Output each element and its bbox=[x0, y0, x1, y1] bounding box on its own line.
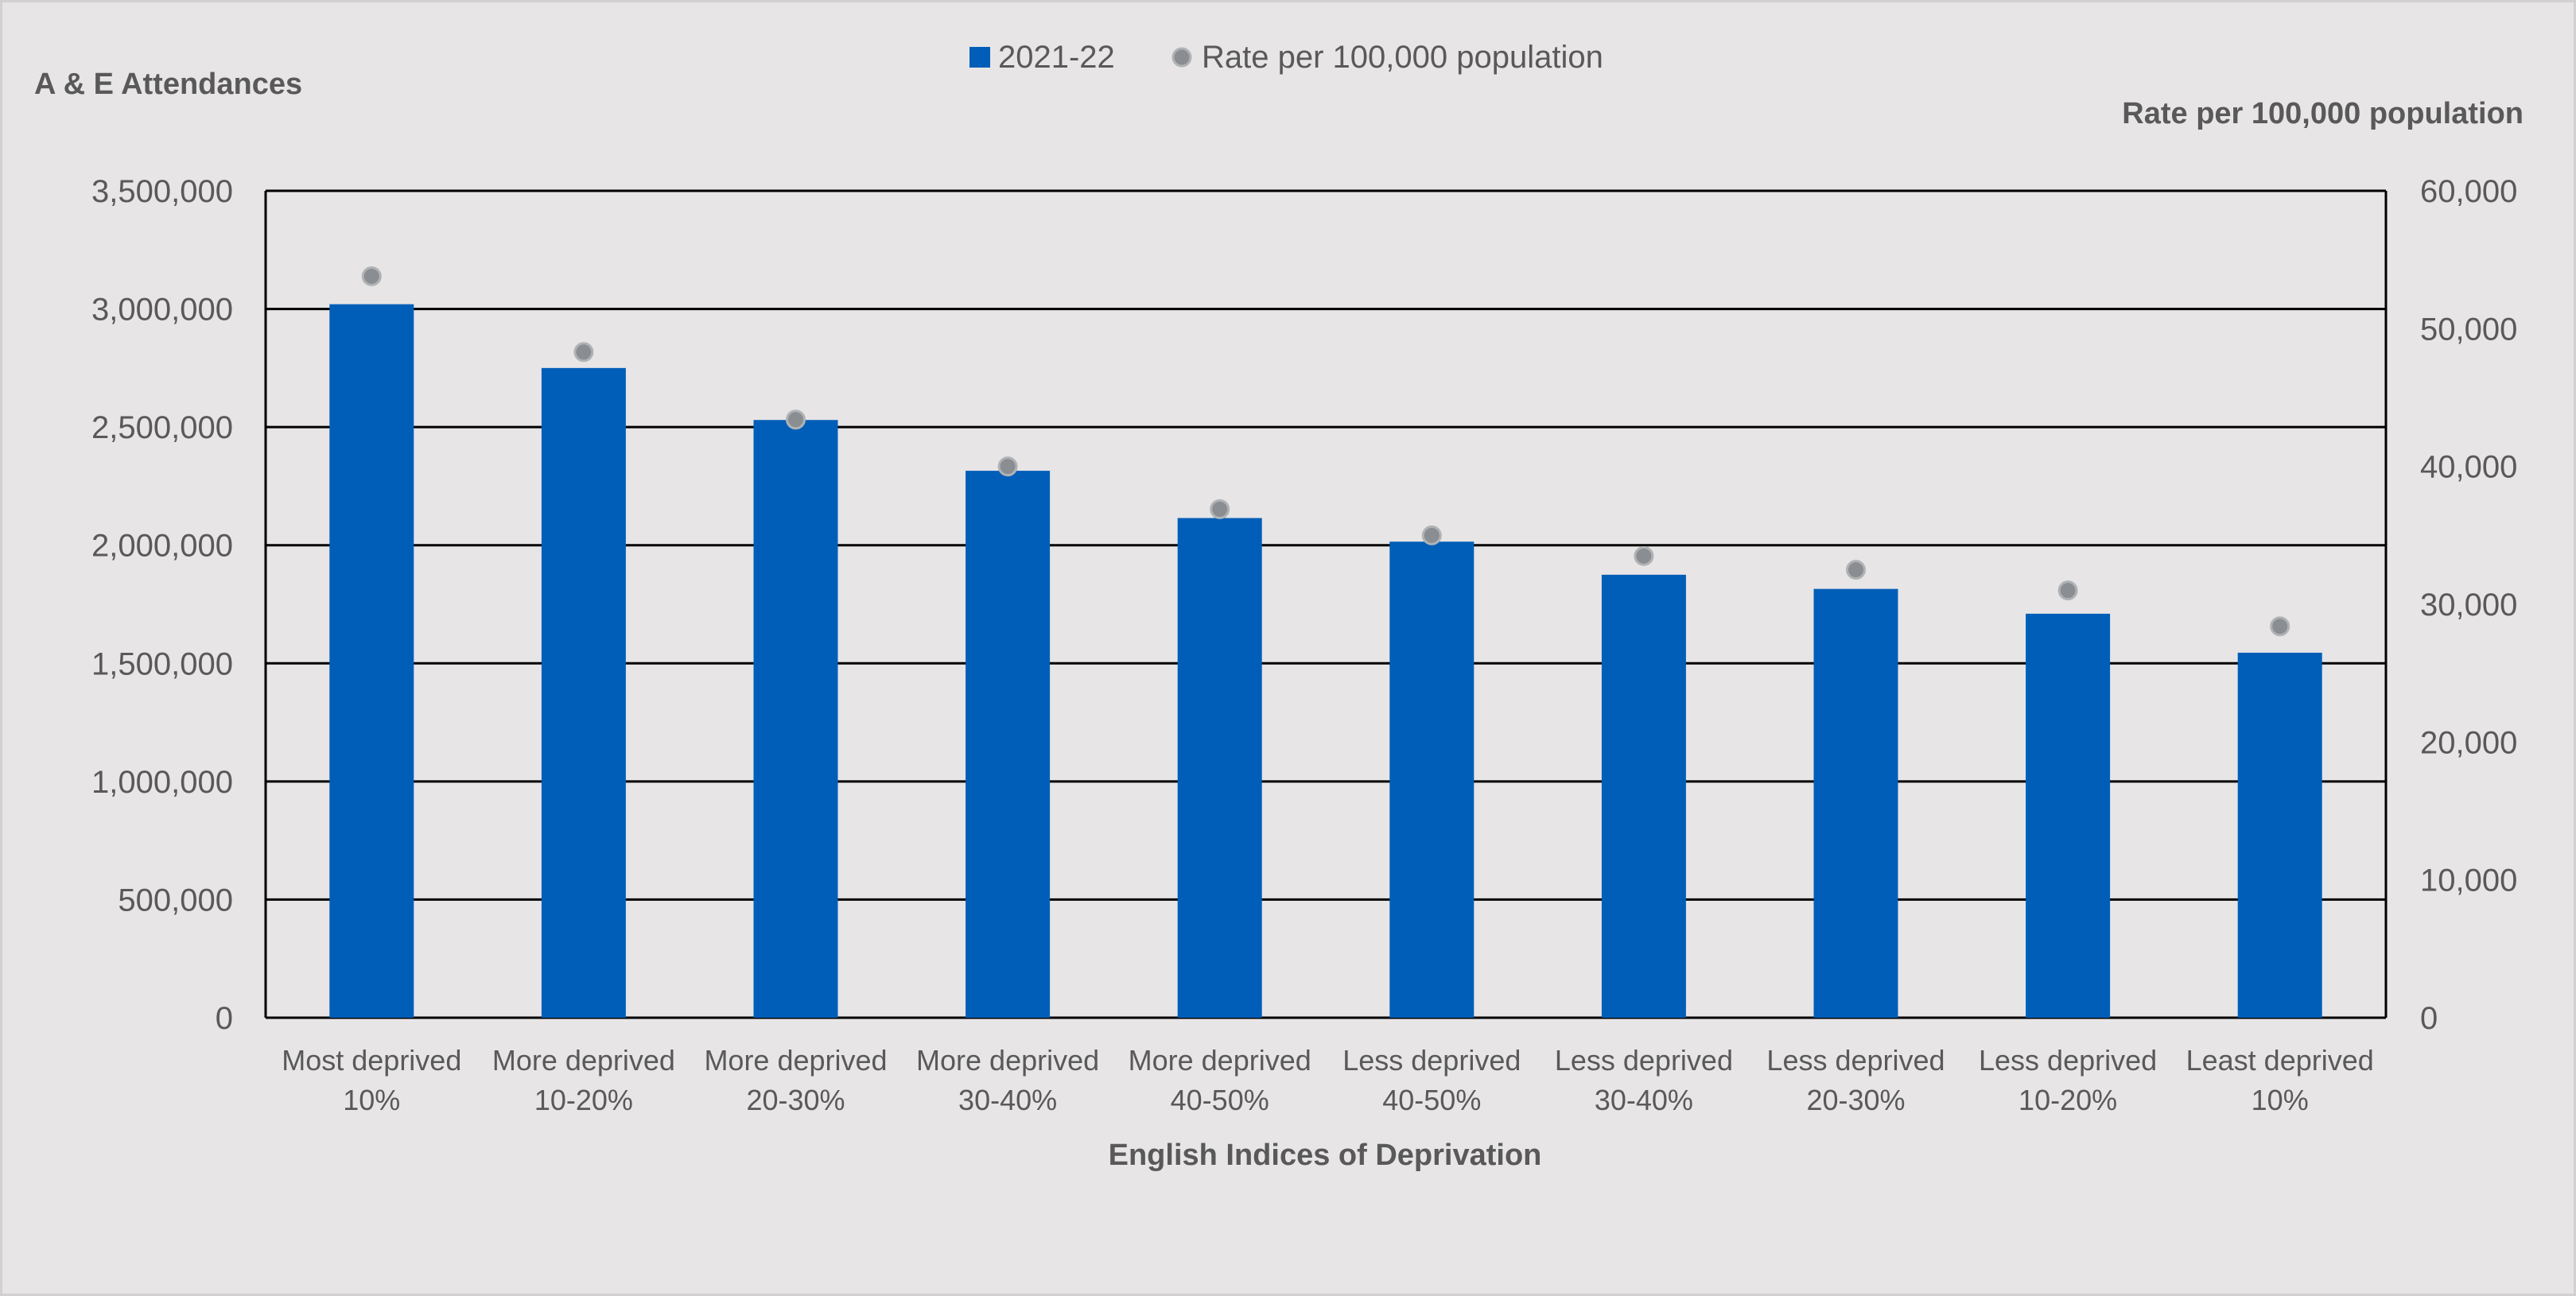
legend-dot-swatch bbox=[1171, 47, 1192, 68]
x-tick-label: 40-50% bbox=[1382, 1084, 1481, 1116]
x-tick-label: 30-40% bbox=[1595, 1084, 1693, 1116]
y2-tick-label: 0 bbox=[2420, 1001, 2438, 1036]
plot-area bbox=[264, 191, 2388, 1018]
rate-point bbox=[1210, 499, 1230, 519]
x-tick-label: Least deprived bbox=[2186, 1044, 2374, 1077]
x-tick-label: 30-40% bbox=[958, 1084, 1057, 1116]
y-tick-label: 1,500,000 bbox=[91, 646, 233, 681]
legend-label-bar: 2021-22 bbox=[998, 40, 1115, 75]
x-tick-label: More deprived bbox=[704, 1044, 887, 1077]
x-axis-ticks: Most deprived 10% More deprived 10-20% More … bbox=[282, 1044, 2374, 1116]
x-tick-label: Less deprived bbox=[1766, 1044, 1945, 1077]
rate-series bbox=[361, 266, 2290, 637]
y2-tick-label: 10,000 bbox=[2420, 863, 2517, 898]
x-axis-title: English Indices of Deprivation bbox=[1109, 1139, 1542, 1172]
x-tick-label: 10-20% bbox=[2018, 1084, 2117, 1116]
x-tick-label: More deprived bbox=[1129, 1044, 1311, 1077]
y2-tick-label: 20,000 bbox=[2420, 725, 2517, 760]
y-axis-ticks: 3,500,000 3,000,000 2,500,000 2,000,000 1,50… bbox=[91, 174, 233, 1036]
rate-point bbox=[1634, 545, 1654, 566]
x-tick-label: Less deprived bbox=[1342, 1044, 1521, 1077]
x-tick-label: Most deprived bbox=[282, 1044, 461, 1077]
y2-axis-title: Rate per 100,000 population bbox=[2122, 97, 2524, 130]
y-axis-title: A & E Attendances bbox=[34, 68, 302, 101]
x-tick-label: Less deprived bbox=[1979, 1044, 2157, 1077]
rate-point bbox=[1421, 525, 1442, 545]
y-tick-label: 2,000,000 bbox=[91, 529, 233, 564]
bar-series bbox=[329, 304, 2322, 1019]
x-tick-label: 20-30% bbox=[746, 1084, 845, 1116]
rate-point bbox=[1846, 560, 1866, 580]
rate-point bbox=[997, 456, 1018, 477]
y-tick-label: 3,500,000 bbox=[91, 174, 233, 209]
x-tick-label: Less deprived bbox=[1555, 1044, 1733, 1077]
bar bbox=[2026, 613, 2111, 1018]
y2-tick-label: 50,000 bbox=[2420, 312, 2517, 347]
y-tick-label: 1,000,000 bbox=[91, 765, 233, 800]
bar bbox=[329, 304, 414, 1019]
x-tick-label: 10% bbox=[343, 1084, 400, 1116]
bar bbox=[2237, 652, 2322, 1018]
legend-bar-swatch bbox=[969, 47, 990, 68]
bar bbox=[1389, 541, 1474, 1018]
bar bbox=[753, 420, 838, 1018]
bar bbox=[1601, 574, 1686, 1018]
rate-point bbox=[2057, 580, 2078, 601]
y2-axis-ticks: 60,000 50,000 40,000 30,000 20,000 10,000 0 bbox=[2420, 174, 2517, 1036]
legend-label-rate: Rate per 100,000 population bbox=[1202, 40, 1603, 75]
y2-tick-label: 60,000 bbox=[2420, 174, 2517, 209]
bar bbox=[1177, 518, 1262, 1018]
rate-point bbox=[786, 409, 806, 430]
rate-point bbox=[361, 266, 382, 286]
y2-tick-label: 40,000 bbox=[2420, 450, 2517, 485]
y-tick-label: 3,000,000 bbox=[91, 293, 233, 328]
y2-tick-label: 30,000 bbox=[2420, 588, 2517, 623]
legend: 2021-22 Rate per 100,000 population bbox=[969, 40, 1603, 75]
x-tick-label: 10-20% bbox=[534, 1084, 633, 1116]
bar bbox=[1813, 588, 1898, 1018]
x-tick-label: 10% bbox=[2252, 1084, 2309, 1116]
x-tick-label: 40-50% bbox=[1171, 1084, 1269, 1116]
y-tick-label: 2,500,000 bbox=[91, 410, 233, 445]
y-tick-label: 500,000 bbox=[118, 883, 233, 918]
x-tick-label: 20-30% bbox=[1806, 1084, 1905, 1116]
rate-point bbox=[2270, 616, 2290, 637]
bar bbox=[966, 471, 1051, 1018]
bar bbox=[541, 367, 626, 1018]
x-tick-label: More deprived bbox=[916, 1044, 1099, 1077]
rate-point bbox=[573, 342, 594, 363]
x-tick-label: More deprived bbox=[492, 1044, 675, 1077]
y-tick-label: 0 bbox=[216, 1001, 233, 1036]
